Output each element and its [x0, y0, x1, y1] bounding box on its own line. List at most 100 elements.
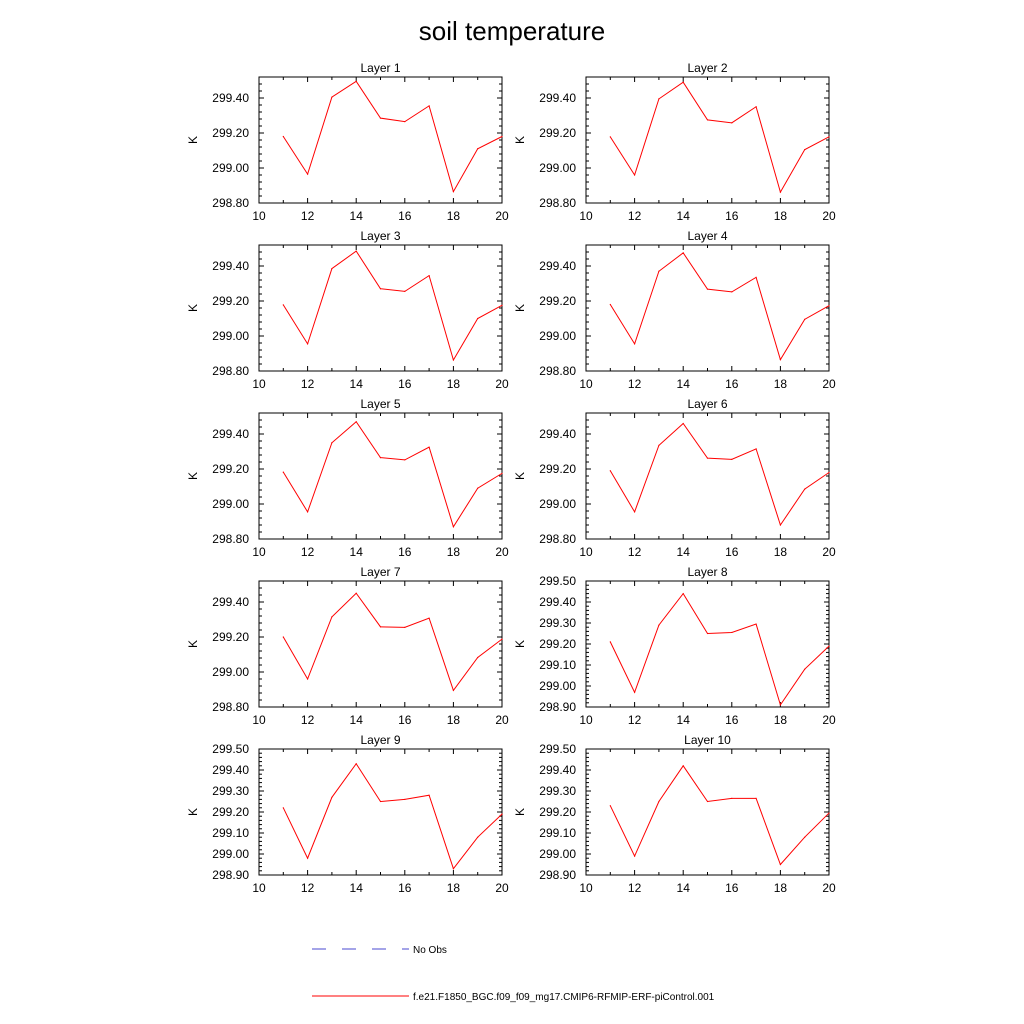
layer-10-y-tick-label: 299.00	[539, 847, 576, 861]
layer-4-data-point	[706, 288, 709, 290]
layer-4-data-point	[682, 252, 684, 254]
layer-8-data-point	[609, 641, 611, 643]
layer-5-title: Layer 5	[360, 397, 400, 411]
layer-5-x-tick-label: 18	[447, 545, 461, 559]
panel-layer-10: Layer 10 K 10 12 14 16 18 20 298.90 299.00 299.10 2…	[513, 733, 836, 895]
layer-9-data-point	[477, 836, 479, 838]
layer-2-title: Layer 2	[687, 61, 727, 75]
layer-7-y-axis-label: K	[186, 640, 200, 648]
layer-9-x-tick-label: 20	[495, 881, 509, 895]
layer-1-y-tick-label: 299.00	[212, 161, 249, 175]
layer-5-plot-frame	[258, 412, 503, 540]
layer-5-x-tick-label: 14	[350, 545, 364, 559]
layer-2-y-tick-label: 298.80	[539, 196, 576, 210]
layer-4-data-point	[779, 359, 782, 361]
layer-3-y-tick-label: 298.80	[212, 364, 249, 378]
layer-5-data-point	[331, 442, 333, 444]
layer-1-y-axis-label: K	[186, 136, 200, 144]
layer-10-data-point	[731, 797, 733, 799]
layer-10-data-point	[634, 855, 636, 857]
layer-8-y-tick-label: 298.90	[539, 700, 576, 714]
layer-10-x-tick-label: 14	[677, 881, 691, 895]
layer-9-x-tick-label: 14	[350, 881, 364, 895]
layer-5-data-point	[282, 471, 284, 473]
layer-8-y-tick-label: 299.40	[539, 595, 576, 609]
layer-3-title: Layer 3	[360, 229, 400, 243]
layer-5-x-tick-label: 20	[495, 545, 509, 559]
layer-9-data-point	[331, 796, 333, 798]
layer-10-data-point	[755, 797, 757, 799]
layer-1-series-line	[282, 80, 503, 193]
layer-6-x-tick-label: 12	[628, 545, 642, 559]
panel-layer-7: Layer 7 K 10 12 14 16 18 20 298.80 299.00 299.20 29…	[186, 565, 509, 727]
layer-6-title: Layer 6	[687, 397, 727, 411]
layer-7-x-tick-label: 10	[252, 713, 266, 727]
layer-7-series-line	[282, 592, 503, 692]
layer-8-data-point	[682, 593, 684, 595]
layer-6-x-tick-label: 10	[579, 545, 593, 559]
layer-4-data-point	[658, 270, 660, 272]
layer-8-y-tick-label: 299.00	[539, 679, 576, 693]
layer-7-data-point	[355, 592, 357, 594]
layer-3-y-tick-label: 299.40	[212, 259, 249, 273]
layer-10-y-tick-label: 299.30	[539, 784, 576, 798]
layer-9-data-point	[379, 800, 382, 803]
layer-5-data-point	[379, 457, 382, 459]
layer-3-y-tick-label: 299.00	[212, 329, 249, 343]
layer-9-y-tick-label: 299.30	[212, 784, 249, 798]
layer-4-y-tick-label: 299.00	[539, 329, 576, 343]
layer-2-x-tick-label: 10	[579, 209, 593, 223]
layer-10-y-tick-label: 299.50	[539, 742, 576, 756]
layer-1-data-point	[379, 117, 382, 119]
layer-7-title: Layer 7	[360, 565, 400, 579]
layer-7-x-tick-label: 20	[495, 713, 509, 727]
layer-8-x-tick-label: 14	[677, 713, 691, 727]
layer-7-y-tick-label: 299.20	[212, 630, 249, 644]
layer-8-data-point	[731, 631, 733, 634]
layer-1-x-tick-label: 12	[301, 209, 315, 223]
layer-9-y-tick-label: 299.20	[212, 805, 249, 819]
layer-5-data-point	[355, 421, 357, 423]
layer-3-data-point	[355, 250, 357, 252]
layer-9-y-tick-label: 299.10	[212, 826, 249, 840]
layer-6-data-point	[731, 458, 733, 460]
layer-9-data-point	[428, 794, 430, 796]
layer-8-y-tick-label: 299.10	[539, 658, 576, 672]
layer-4-plot-frame	[585, 244, 830, 372]
layer-9-data-point	[404, 798, 406, 801]
layer-5-y-tick-label: 299.00	[212, 497, 249, 511]
layer-5-y-tick-label: 299.20	[212, 462, 249, 476]
layer-4-x-tick-label: 20	[822, 377, 836, 391]
layer-6-y-tick-label: 299.20	[539, 462, 576, 476]
panel-layer-6: Layer 6 K 10 12 14 16 18 20 298.80 299.00 299.20 29…	[513, 397, 836, 559]
layer-8-y-tick-label: 299.30	[539, 616, 576, 630]
layer-3-data-point	[428, 275, 430, 277]
layer-3-data-point	[404, 290, 406, 292]
layer-7-x-tick-label: 16	[398, 713, 412, 727]
layer-10-data-point	[828, 812, 830, 814]
layer-10-x-tick-label: 10	[579, 881, 593, 895]
layer-1-data-point	[331, 96, 333, 98]
layer-10-data-point	[682, 765, 684, 767]
layer-1-title: Layer 1	[360, 61, 400, 75]
layer-2-data-point	[804, 149, 806, 151]
layer-4-x-tick-label: 10	[579, 377, 593, 391]
layer-4-data-point	[804, 318, 806, 320]
layer-7-data-point	[404, 626, 406, 628]
layer-10-y-tick-label: 299.40	[539, 763, 576, 777]
layer-5-y-tick-label: 299.40	[212, 427, 249, 441]
layer-8-plot-frame	[585, 580, 830, 708]
layer-10-y-tick-label: 298.90	[539, 868, 576, 882]
legend: No Obs f.e21.F1850_BGC.f09_f09_mg17.CMIP…	[312, 945, 715, 1003]
panel-layer-4: Layer 4 K 10 12 14 16 18 20 298.80 299.00 299.20 29…	[513, 229, 836, 391]
layer-7-x-tick-label: 18	[447, 713, 461, 727]
layer-7-x-tick-label: 12	[301, 713, 315, 727]
layer-1-y-tick-label: 298.80	[212, 196, 249, 210]
layer-10-data-point	[706, 800, 709, 803]
layer-5-x-tick-label: 12	[301, 545, 315, 559]
layer-10-y-axis-label: K	[513, 808, 527, 816]
layer-8-x-tick-label: 18	[774, 713, 788, 727]
layer-8-series-line	[609, 592, 830, 707]
layer-1-data-point	[355, 80, 357, 82]
layer-3-data-point	[452, 359, 454, 361]
